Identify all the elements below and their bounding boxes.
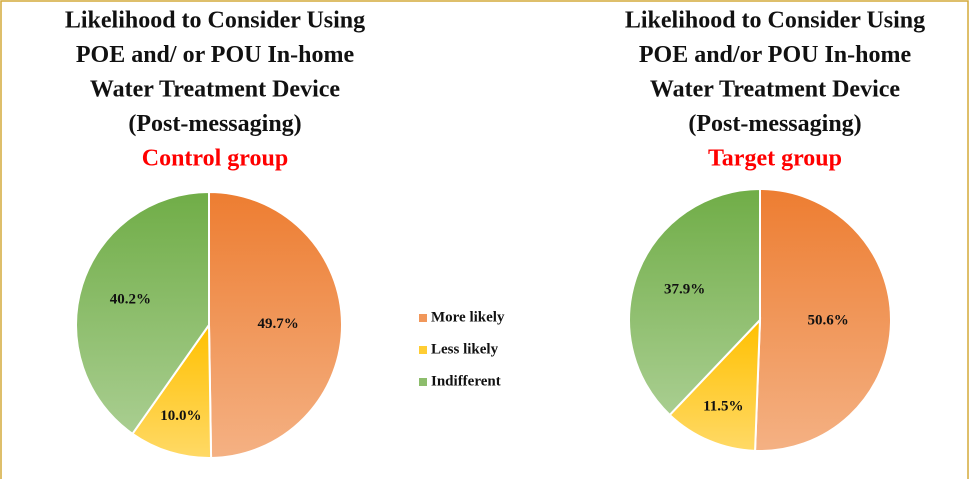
data-label: 11.5% [703, 398, 743, 414]
legend-swatch [419, 346, 427, 354]
chart-subtitle: Target group [708, 146, 842, 172]
chart-title: (Post-messaging) [128, 111, 301, 137]
legend-swatch [419, 378, 427, 386]
chart-title: POE and/or POU In-home [639, 42, 912, 68]
data-label: 50.6% [807, 313, 848, 329]
chart-title: POE and/ or POU In-home [76, 42, 355, 68]
legend-label: Less likely [431, 341, 499, 357]
chart-subtitle: Control group [142, 146, 288, 172]
data-label: 49.7% [258, 316, 299, 332]
chart-title: Likelihood to Consider Using [625, 8, 925, 34]
data-label: 10.0% [160, 408, 201, 424]
legend-swatch [419, 314, 427, 322]
chart-title: Likelihood to Consider Using [65, 8, 365, 34]
pie-slice [75, 190, 210, 436]
pie-slice [131, 321, 213, 459]
chart-title: Water Treatment Device [90, 77, 340, 103]
legend-label: Indifferent [431, 373, 501, 389]
pie-slice [754, 187, 892, 452]
data-label: 37.9% [664, 281, 705, 297]
data-label: 40.2% [110, 292, 151, 308]
pie-slice [208, 190, 344, 460]
chart-title: Water Treatment Device [650, 77, 900, 103]
chart-title: (Post-messaging) [688, 111, 861, 137]
legend-label: More likely [431, 309, 505, 325]
pie-slice [668, 317, 762, 452]
pie-slice [628, 187, 761, 417]
